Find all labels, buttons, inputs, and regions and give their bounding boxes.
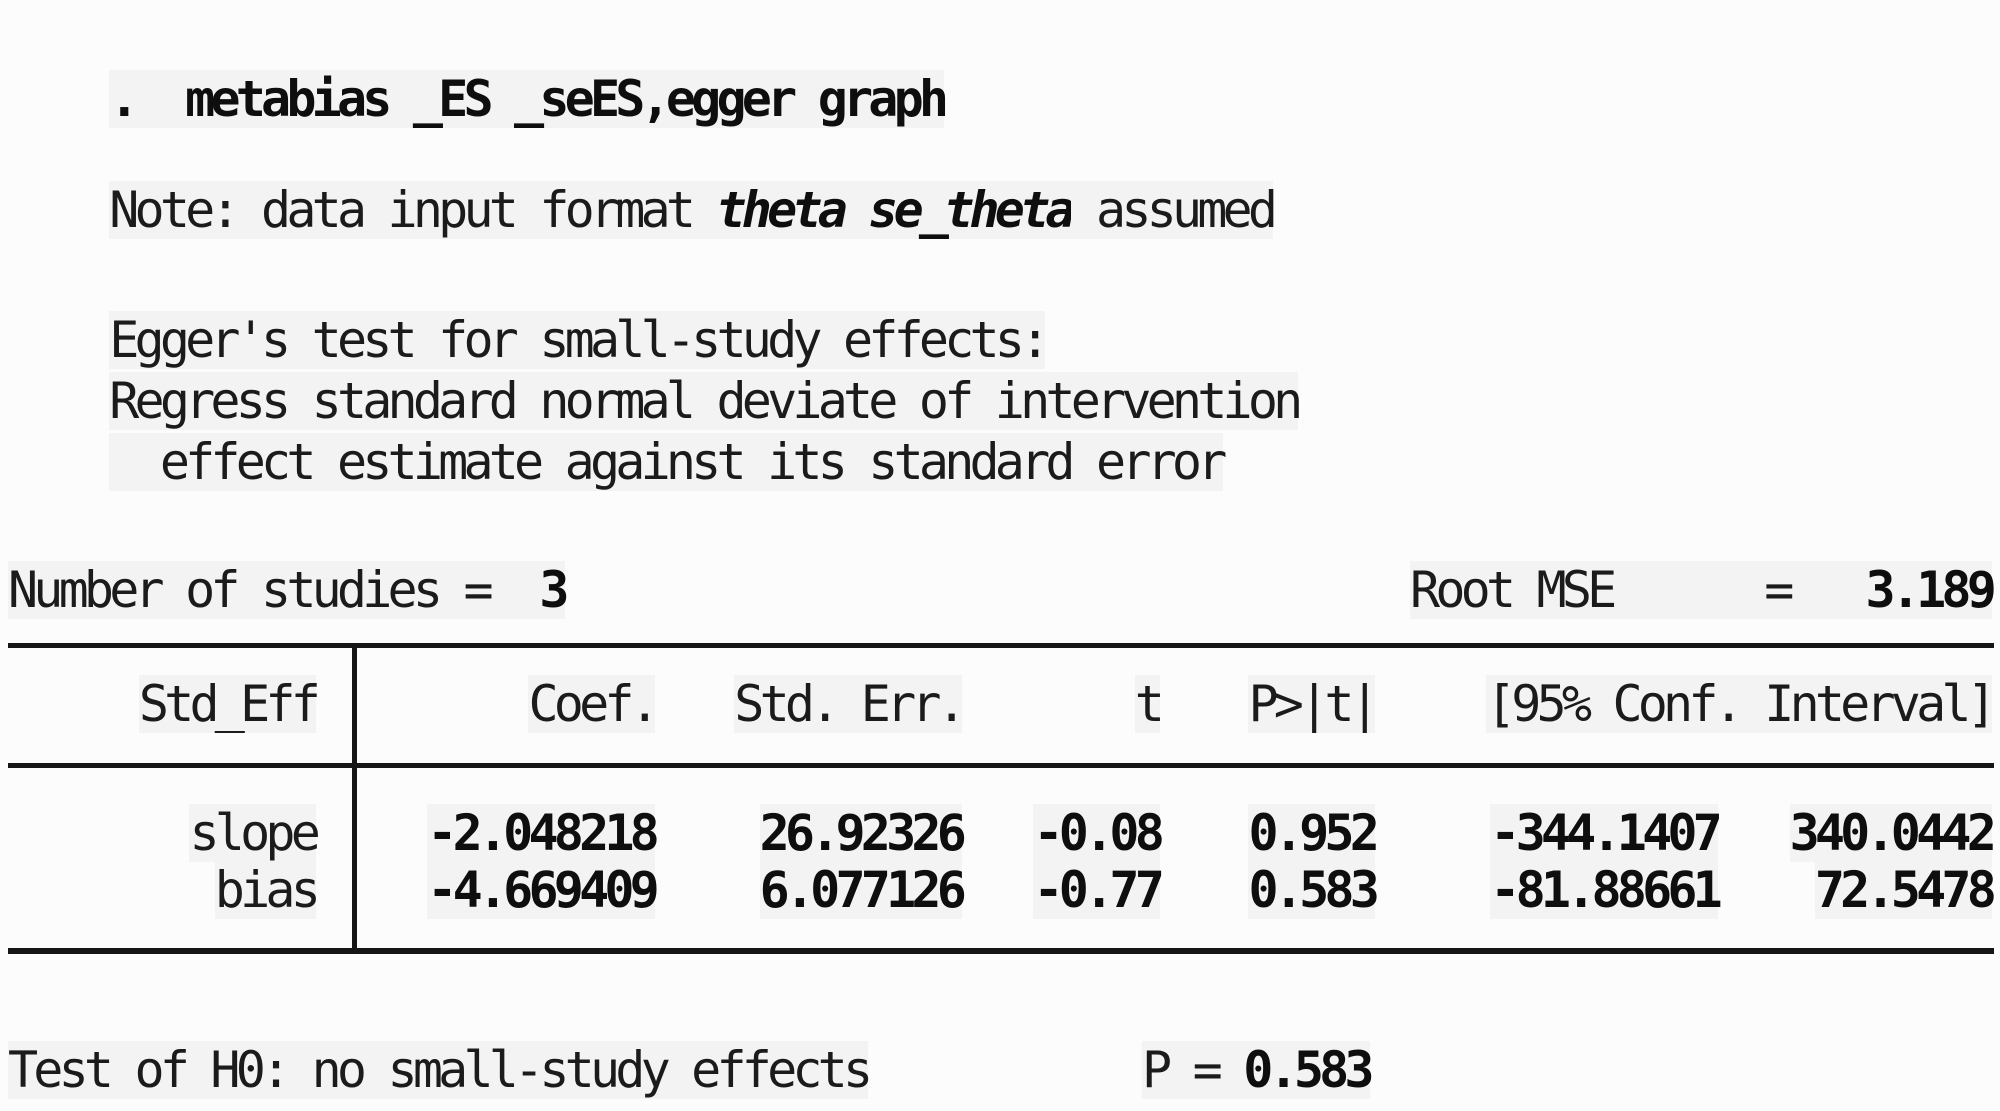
slope-std-err-cell: 26.92326 (660, 804, 967, 862)
root-mse-label: Root MSE = (1410, 561, 1866, 619)
h0-p-result: P = 0.583 (1142, 1041, 1375, 1099)
number-of-studies-label: Number of studies = (8, 561, 540, 619)
egger-test-title-text: Egger's test for small-study effects: (109, 311, 1050, 369)
header-var-col-text: Std_Eff (138, 675, 321, 733)
slope-t: -0.08 (1033, 804, 1165, 862)
header-std-err: Std. Err. (660, 675, 967, 733)
number-of-studies-value: 3 (539, 561, 570, 619)
bias-label: bias (214, 861, 321, 919)
header-t: t (965, 675, 1165, 733)
bias-t: -0.77 (1033, 861, 1165, 919)
note-prefix: Note: data input format (109, 181, 717, 239)
bias-label-cell: bias (0, 861, 321, 919)
egger-description-line-2: effect estimate against its standard err… (8, 378, 1227, 546)
slope-coef-cell: -2.048218 (330, 804, 660, 862)
command-text: . metabias _ES _seES,egger graph (109, 70, 949, 128)
h0-p-value: 0.583 (1243, 1041, 1375, 1099)
table-bottom-rule (8, 948, 1994, 954)
header-std-err-text: Std. Err. (734, 675, 967, 733)
bias-ci-high-cell: 72.5478 (1723, 861, 1997, 919)
slope-t-cell: -0.08 (965, 804, 1165, 862)
bias-coef-cell: -4.669409 (330, 861, 660, 919)
slope-label-cell: slope (0, 804, 321, 862)
h0-test-label: Test of H0: no small-study effects (8, 1041, 873, 1099)
slope-coef: -2.048218 (427, 804, 660, 862)
root-mse-value: 3.189 (1865, 561, 1997, 619)
h0-p-label: P = (1142, 1041, 1244, 1099)
egger-description-line-1: Regress standard normal deviate of inter… (8, 317, 1303, 485)
header-t-text: t (1134, 675, 1165, 733)
egger-description-text-2: effect estimate against its standard err… (109, 433, 1227, 491)
number-of-studies: Number of studies = 3 (8, 561, 570, 619)
header-ci-text: [95% Conf. Interval] (1485, 675, 1997, 733)
root-mse: Root MSE = 3.189 (1410, 561, 1997, 619)
egger-description-text-1: Regress standard normal deviate of inter… (109, 372, 1303, 430)
slope-ci-low-cell: -344.1407 (1380, 804, 1723, 862)
slope-std-err: 26.92326 (759, 804, 967, 862)
bias-coef: -4.669409 (427, 861, 660, 919)
note-line: Note: data input format theta se_theta a… (8, 126, 1278, 294)
slope-label: slope (189, 804, 321, 862)
bias-p-cell: 0.583 (1165, 861, 1380, 919)
egger-test-title: Egger's test for small-study effects: (8, 256, 1050, 424)
table-row-bias: bias -4.669409 6.077126 -0.77 0.583 -81.… (0, 861, 2000, 919)
command-line: . metabias _ES _seES,egger graph (8, 15, 949, 183)
header-ci: [95% Conf. Interval] (1380, 675, 1997, 733)
table-header-rule (8, 763, 1994, 768)
table-row-slope: slope -2.048218 26.92326 -0.08 0.952 -34… (0, 804, 2000, 862)
note-suffix: assumed (1070, 181, 1278, 239)
header-coef: Coef. (330, 675, 660, 733)
header-p: P>|t| (1165, 675, 1380, 733)
slope-p: 0.952 (1248, 804, 1380, 862)
bias-p: 0.583 (1248, 861, 1380, 919)
slope-p-cell: 0.952 (1165, 804, 1380, 862)
bias-t-cell: -0.77 (965, 861, 1165, 919)
table-header-row: Std_Eff Coef. Std. Err. t P>|t| [95% Con… (0, 675, 2000, 733)
bias-ci-high: 72.5478 (1814, 861, 1997, 919)
bias-ci-low-cell: -81.88661 (1380, 861, 1723, 919)
stats-line: Number of studies = 3 Root MSE = 3.189 (0, 561, 2000, 786)
bias-ci-low: -81.88661 (1490, 861, 1723, 919)
h0-test-label-wrap: Test of H0: no small-study effects (8, 1041, 873, 1099)
bias-std-err: 6.077126 (759, 861, 967, 919)
slope-ci-low: -344.1407 (1490, 804, 1723, 862)
header-p-text: P>|t| (1248, 675, 1380, 733)
note-emphasis: theta se_theta (716, 181, 1076, 239)
table-top-rule (8, 643, 1994, 648)
bias-std-err-cell: 6.077126 (660, 861, 967, 919)
table-vertical-divider (352, 643, 357, 954)
header-var-col: Std_Eff (0, 675, 321, 733)
header-coef-text: Coef. (528, 675, 660, 733)
slope-ci-high-cell: 340.0442 (1723, 804, 1997, 862)
slope-ci-high: 340.0442 (1789, 804, 1997, 862)
h0-test-line: Test of H0: no small-study effects P = 0… (0, 1041, 2000, 1111)
